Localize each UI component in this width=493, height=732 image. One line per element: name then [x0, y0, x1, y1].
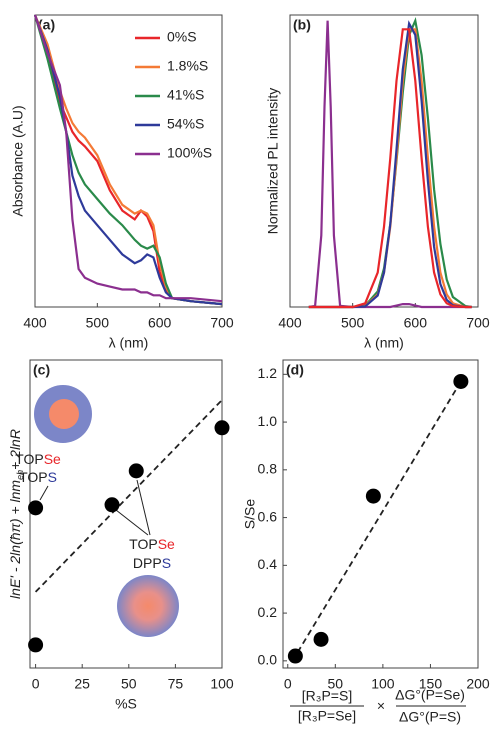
legend-label: 100%S	[167, 145, 212, 161]
x-tick-label: 600	[404, 315, 428, 331]
x-tick-label: 0	[284, 676, 292, 692]
y-label-part: lnE' - 2ln(ħπ) + lnm	[7, 480, 23, 599]
x-label-part: [R₃P=S]	[302, 688, 352, 704]
x-tick-label: 25	[74, 676, 90, 692]
annotation-part: TOP	[15, 451, 44, 467]
y-axis-label: Absorbance (A.U)	[10, 105, 26, 216]
x-axis-label: λ (nm)	[364, 335, 404, 351]
y-tick-label: 1.0	[258, 413, 278, 429]
plot-frame	[282, 359, 479, 669]
y-tick-label: 0.4	[258, 556, 278, 572]
x-label-part: ΔG°(P=S)	[399, 709, 461, 725]
legend-label: 54%S	[167, 116, 204, 132]
y-tick-label: 0.8	[258, 461, 278, 477]
x-tick-label: 400	[23, 315, 47, 331]
legend-label: 1.8%S	[167, 58, 208, 74]
leader-line	[115, 509, 149, 536]
y-tick-label: 0.6	[258, 508, 278, 524]
x-tick-label: 0	[32, 676, 40, 692]
y-axis-label: lnE' - 2ln(ħπ) + lnmeh+ 2lnR	[7, 429, 26, 599]
series-line	[33, 14, 223, 306]
y-axis-label: S/Se	[242, 499, 258, 530]
fit-line	[291, 381, 462, 662]
y-axis-label: Normalized PL intensity	[265, 88, 281, 235]
x-tick-label: 100	[210, 676, 234, 692]
data-point	[365, 488, 381, 504]
annotation: TOPSe	[15, 451, 61, 467]
x-tick-label: 500	[86, 315, 110, 331]
annotation: TOPSe	[129, 536, 175, 552]
x-tick-label: 50	[328, 676, 344, 692]
leader-line	[39, 485, 49, 501]
x-tick-label: 150	[419, 676, 443, 692]
x-tick-label: 75	[168, 676, 184, 692]
x-axis-label: λ (nm)	[109, 335, 149, 351]
plot-frame	[34, 14, 223, 308]
x-tick-label: 50	[121, 676, 137, 692]
y-tick-label: 1.2	[258, 365, 278, 381]
x-label-part: ×	[377, 698, 385, 714]
annotation: TOPS	[19, 469, 57, 485]
data-point	[313, 631, 329, 647]
annotation-part: DPP	[133, 555, 162, 571]
data-point	[214, 420, 230, 436]
series-line	[308, 28, 472, 309]
y-tick-label: 0.0	[258, 652, 278, 668]
panel-label: (d)	[286, 362, 304, 378]
core-icon	[49, 399, 79, 429]
gradient-icon	[117, 575, 179, 637]
y-label-part: eh	[15, 470, 25, 480]
annotation-part: S	[162, 555, 171, 571]
data-point	[28, 500, 44, 516]
legend-label: 0%S	[167, 29, 197, 45]
y-tick-label: 0.2	[258, 604, 278, 620]
panel-label: (a)	[38, 17, 55, 33]
annotation-part: Se	[158, 536, 175, 552]
data-point	[128, 463, 144, 479]
leader-line	[136, 479, 151, 536]
y-label-part: + 2lnR	[7, 429, 23, 470]
annotation-part: S	[48, 469, 57, 485]
x-tick-label: 500	[341, 315, 365, 331]
x-label-part: ΔG°(P=Se)	[395, 687, 465, 703]
series-line	[308, 20, 472, 309]
x-tick-label: 700	[210, 315, 234, 331]
fit-line	[34, 399, 223, 593]
x-tick-label: 700	[466, 315, 490, 331]
data-point	[104, 497, 120, 513]
x-tick-label: 100	[371, 676, 395, 692]
x-label-part: [R₃P=Se]	[298, 708, 356, 724]
series-line	[33, 14, 223, 303]
panel-label: (c)	[33, 362, 50, 378]
annotation: DPPS	[133, 555, 171, 571]
panel-label: (b)	[293, 17, 311, 33]
x-tick-label: 600	[148, 315, 172, 331]
annotation-part: TOP	[19, 469, 48, 485]
data-point	[453, 373, 469, 389]
annotation-part: TOP	[129, 536, 158, 552]
plot-frame	[29, 359, 223, 669]
annotation-part: Se	[44, 451, 61, 467]
series-line	[33, 14, 223, 306]
data-point	[287, 648, 303, 664]
data-point	[28, 637, 44, 653]
x-axis-label: %S	[115, 696, 137, 712]
x-tick-label: 200	[466, 676, 490, 692]
legend-label: 41%S	[167, 87, 204, 103]
x-tick-label: 400	[278, 315, 302, 331]
